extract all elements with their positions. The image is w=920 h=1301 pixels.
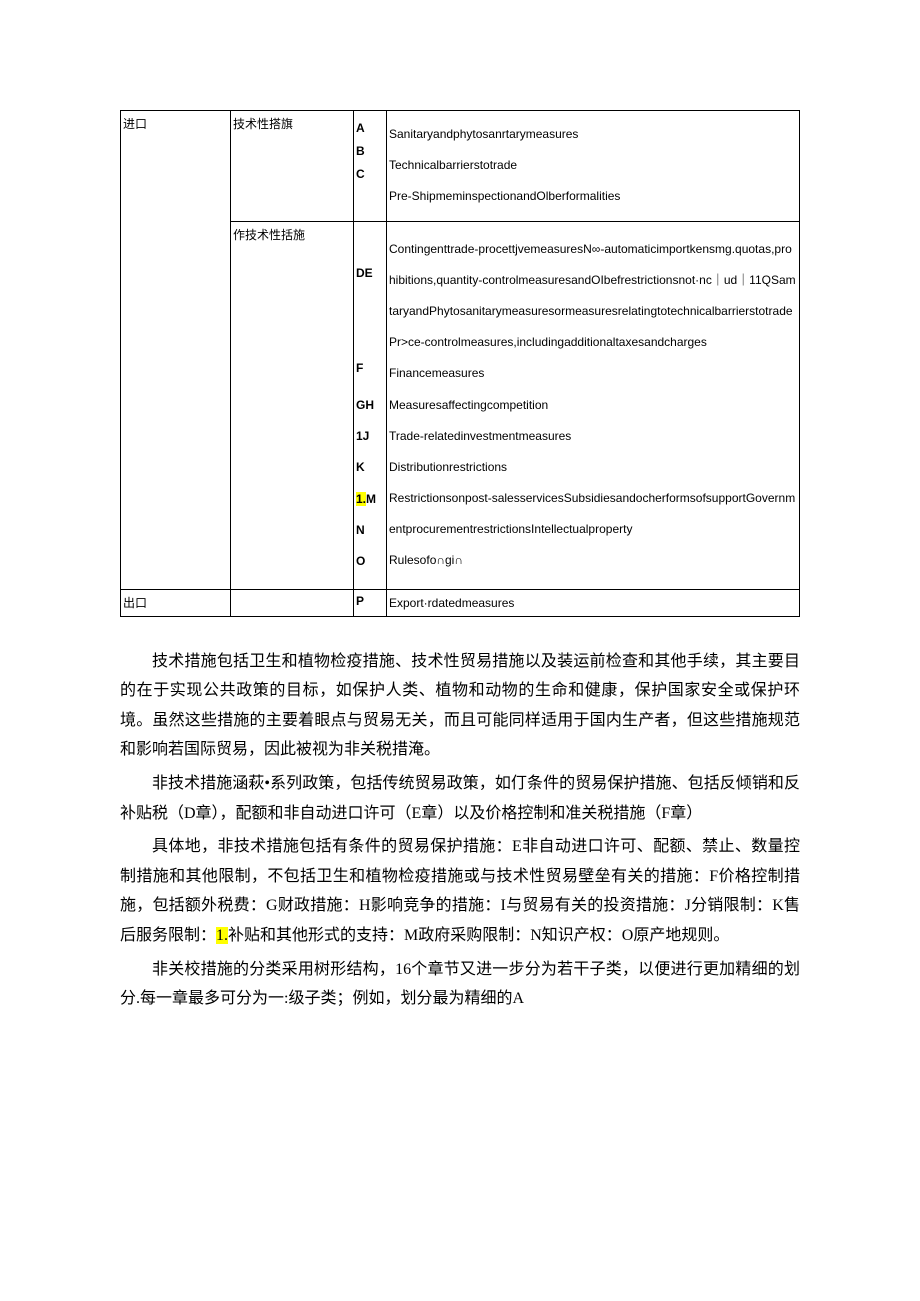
paragraph-1: 技术措施包括卫生和植物检疫措施、技术性贸易措施以及装运前检查和其他手续，其主要目… — [120, 647, 800, 765]
ntm-classification-table: 进口 技术性搭旗 A B C Sanitaryandphytosanrtarym… — [120, 110, 800, 617]
code-o: O — [356, 546, 384, 577]
desc-klmn: Restrictionsonpost-salesservicesSubsidie… — [389, 491, 795, 536]
code-n: N — [356, 515, 384, 546]
cell-codes-de-o: DE F GH 1J K 1.M N O — [354, 221, 387, 589]
cell-desc-abc: Sanitaryandphytosanrtarymeasures Technic… — [387, 111, 800, 222]
desc-o: Rulesofo∩gi∩ — [389, 553, 463, 567]
cell-codes-abc: A B C — [354, 111, 387, 222]
cell-code-p: P — [354, 589, 387, 616]
code-1m: 1.M — [356, 484, 384, 515]
desc-i: Trade-relatedinvestmentmeasures — [389, 429, 571, 443]
cell-import: 进口 — [121, 111, 231, 590]
cell-nontechnical: 作技术性括施 — [231, 221, 354, 589]
desc-f: Pr>ce-controlmeasures,includingadditiona… — [389, 335, 707, 349]
paragraph-4: 非关校措施的分类采用树形结构，16个章节又进一步分为若干子类，以便进行更加精细的… — [120, 955, 800, 1014]
cell-export: 出口 — [121, 589, 231, 616]
code-f: F — [356, 353, 384, 384]
code-1j: 1J — [356, 421, 384, 452]
paragraph-3: 具体地，非技术措施包括有条件的贸易保护措施：E非自动进口许可、配额、禁止、数量控… — [120, 832, 800, 950]
paragraph-2: 非技术措施涵萩•系列政策，包括传统贸易政策，如仃条件的贸易保护措施、包括反倾销和… — [120, 769, 800, 828]
code-de: DE — [356, 258, 384, 289]
desc-g: Financemeasures — [389, 366, 484, 380]
cell-export-blank — [231, 589, 354, 616]
code-k: K — [356, 452, 384, 483]
desc-j: Distributionrestrictions — [389, 460, 507, 474]
code-gh: GH — [356, 390, 384, 421]
desc-h: Measuresaffectingcompetition — [389, 398, 548, 412]
body-text: 技术措施包括卫生和植物检疫措施、技术性贸易措施以及装运前检查和其他手续，其主要目… — [120, 647, 800, 1014]
cell-technical: 技术性搭旗 — [231, 111, 354, 222]
cell-desc-de-o: Contingenttrade-procettjvemeasuresN∞-aut… — [387, 221, 800, 589]
cell-desc-p: Export·rdatedmeasures — [387, 589, 800, 616]
desc-de: Contingenttrade-procettjvemeasuresN∞-aut… — [389, 242, 796, 318]
